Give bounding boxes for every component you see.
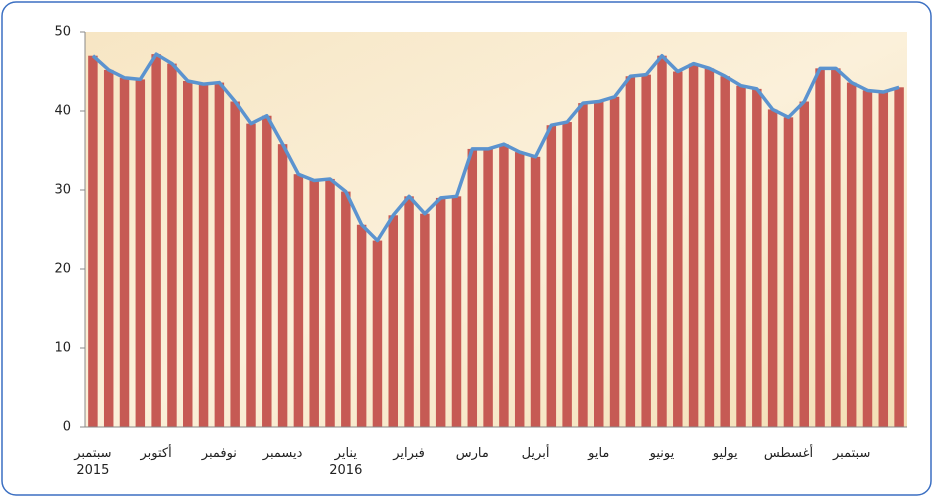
bar <box>467 148 478 428</box>
bar <box>783 117 794 427</box>
bar <box>752 88 762 427</box>
x-tick-label: يونيو <box>649 446 675 461</box>
x-tick-label: يوليو <box>712 446 738 461</box>
bar <box>767 109 778 428</box>
bar <box>499 144 509 427</box>
bar <box>594 101 604 428</box>
y-tick-label: 40 <box>54 104 71 119</box>
x-tick-label: نوفمبر <box>201 446 237 461</box>
bar <box>578 103 588 427</box>
bar <box>641 74 651 427</box>
bar <box>530 156 541 427</box>
bar <box>704 68 715 427</box>
bar <box>167 63 177 427</box>
bar <box>230 101 240 428</box>
bar <box>831 68 841 427</box>
bar <box>862 90 873 428</box>
y-tick-label: 30 <box>54 183 71 198</box>
bar <box>293 174 304 427</box>
bar <box>609 96 620 427</box>
bar <box>183 80 193 427</box>
y-tick-label: 20 <box>54 262 71 277</box>
bar <box>546 125 557 427</box>
bar <box>451 196 462 427</box>
bar <box>894 87 904 428</box>
bar <box>483 148 493 428</box>
x-tick-label: مايو <box>588 446 610 461</box>
bar <box>103 69 114 428</box>
bar <box>88 55 98 427</box>
bar <box>562 122 572 427</box>
bar <box>262 115 272 428</box>
bar <box>720 76 730 428</box>
x-tick-label: ديسمبر <box>262 446 303 461</box>
bar <box>214 82 225 427</box>
bar <box>325 178 335 427</box>
bar <box>119 77 130 427</box>
bar <box>625 76 636 428</box>
bar <box>514 152 525 427</box>
bar <box>404 196 414 427</box>
x-tick-label: أكتوبر <box>140 446 172 461</box>
x-tick-label: أغسطس <box>763 446 814 461</box>
x-tick-label: سبتمبر 2015 <box>74 446 112 478</box>
bar <box>198 84 209 427</box>
bar <box>372 240 383 427</box>
bar <box>688 63 699 427</box>
bar <box>657 55 667 427</box>
bar <box>799 101 809 428</box>
bar <box>673 71 683 427</box>
x-tick-label: سبتمبر <box>832 446 871 461</box>
bar <box>736 85 746 427</box>
bar <box>388 215 398 427</box>
y-tick-label: 10 <box>54 341 71 356</box>
bar <box>277 144 288 427</box>
bar <box>846 82 857 427</box>
y-tick-label: 0 <box>63 420 71 435</box>
y-tick-label: 50 <box>54 25 71 40</box>
x-tick-label: مارس <box>455 446 489 461</box>
x-tick-label: فبراير <box>393 446 425 461</box>
bar <box>135 79 146 428</box>
bar <box>435 197 446 427</box>
line <box>91 52 900 243</box>
bar <box>341 191 351 427</box>
x-tick-label: أبريل <box>521 446 550 461</box>
bar <box>246 123 256 427</box>
bar <box>151 54 161 428</box>
x-tick-label: يناير 2016 <box>329 446 363 478</box>
bar <box>420 213 430 427</box>
bar <box>815 68 825 427</box>
bar <box>878 92 889 427</box>
bar <box>356 224 367 427</box>
bar <box>309 180 319 427</box>
